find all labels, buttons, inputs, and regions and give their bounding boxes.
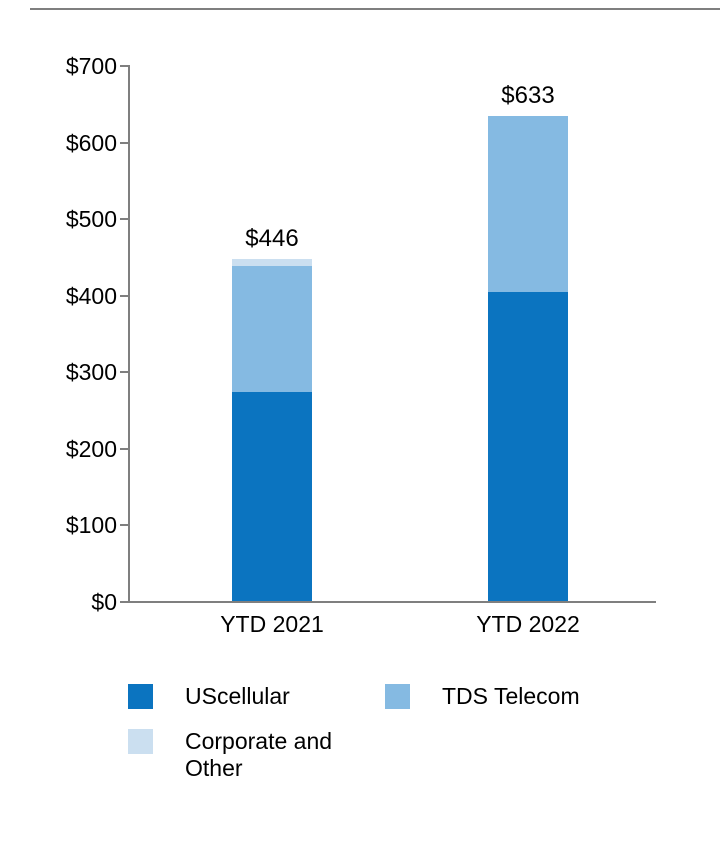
bar-segment-corporate-and-other <box>232 259 312 267</box>
bar-segment-tds-telecom <box>488 116 568 292</box>
y-tick-label: $100 <box>65 512 117 539</box>
y-tick-label: $700 <box>65 53 117 79</box>
y-tick-label: $500 <box>65 206 117 233</box>
y-tick-mark <box>120 371 128 374</box>
bar-segment-uscellular <box>488 291 568 601</box>
y-tick-mark <box>120 294 128 297</box>
bar-total-label: $633 <box>501 82 555 110</box>
x-axis-label: YTD 2022 <box>476 611 580 637</box>
y-tick-mark <box>120 601 128 603</box>
legend-label: UScellular <box>185 683 290 709</box>
top-divider-line <box>30 8 720 10</box>
plot-area: $0 $100 $200 $300 $400 $500 $600 $700 $446 YTD 20… <box>65 53 656 637</box>
y-tick-label: $200 <box>65 435 117 462</box>
legend-label: TDS Telecom <box>442 683 580 709</box>
y-tick-mark <box>120 524 128 527</box>
y-tick-mark <box>120 141 128 144</box>
bar-segment-tds-telecom <box>232 266 312 392</box>
legend-swatch-tds-telecom <box>385 684 410 709</box>
legend-swatch-corporate-and-other <box>128 729 153 754</box>
legend-swatch-uscellular <box>128 684 153 709</box>
y-tick-label: $0 <box>91 589 117 615</box>
x-axis-line <box>128 601 656 603</box>
x-axis-label: YTD 2021 <box>220 611 324 637</box>
y-tick-mark <box>120 65 128 67</box>
y-tick-mark <box>120 447 128 450</box>
y-tick-label: $400 <box>65 282 117 309</box>
y-axis-line <box>128 65 130 603</box>
bar-segment-uscellular <box>232 391 312 601</box>
y-tick-mark <box>120 218 128 221</box>
legend-label: Corporate and Other <box>185 728 333 781</box>
y-tick-label: $300 <box>65 359 117 386</box>
bar-total-label: $446 <box>245 225 299 253</box>
y-tick-label: $600 <box>65 129 117 156</box>
legend: UScellular TDS Telecom Corporate and Other <box>0 660 720 858</box>
